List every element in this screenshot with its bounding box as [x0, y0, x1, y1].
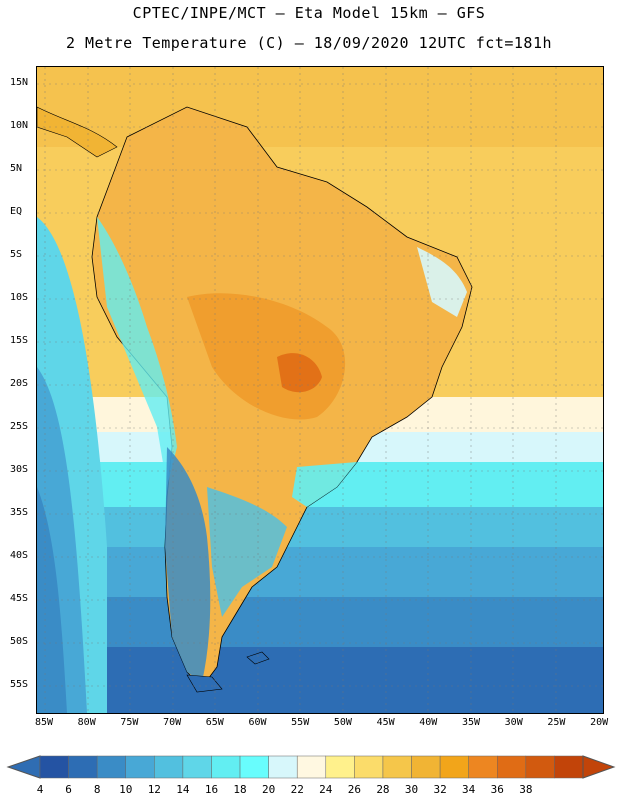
lon-label: 25W [547, 717, 566, 728]
lon-label: 30W [504, 717, 523, 728]
colorbar-tick-label: 38 [519, 783, 533, 796]
colorbar-tick-label: 4 [36, 783, 44, 796]
temperature-map [36, 66, 604, 714]
lat-label: 25S [10, 421, 29, 432]
lat-label: 10N [10, 120, 29, 131]
colorbar-swatch [125, 755, 155, 779]
lat-label: 35S [10, 507, 29, 518]
lat-label: EQ [10, 206, 23, 217]
colorbar-swatch [411, 755, 441, 779]
colorbar-tick-label: 12 [147, 783, 161, 796]
lat-label: 5N [10, 163, 23, 174]
colorbar-swatch [525, 755, 555, 779]
colorbar-swatch [554, 755, 584, 779]
lon-label: 55W [291, 717, 310, 728]
colorbar-swatch [296, 755, 327, 779]
lat-label: 15S [10, 335, 29, 346]
colorbar-tick-label: 6 [65, 783, 72, 796]
lon-label: 70W [163, 717, 182, 728]
colorbar-tick-label: 22 [290, 783, 304, 796]
chart-title-line-2: 2 Metre Temperature (C) – 18/09/2020 12U… [65, 34, 553, 52]
lat-label: 55S [10, 679, 29, 690]
colorbar-swatch [268, 755, 298, 779]
lon-label: 50W [333, 717, 352, 728]
colorbar-over-arrow [582, 755, 616, 779]
colorbar-tick-label: 28 [376, 783, 390, 796]
lon-label: 85W [34, 717, 54, 728]
colorbar-tick-label: 26 [347, 783, 361, 796]
lon-label: 45W [376, 717, 395, 728]
colorbar-tick-label: 16 [204, 783, 219, 796]
colorbar [6, 755, 616, 779]
colorbar-swatch [211, 755, 241, 779]
colorbar-tick-label: 20 [262, 783, 276, 796]
colorbar-swatch [96, 755, 126, 779]
map-canvas [37, 67, 603, 713]
colorbar-swatch [39, 755, 69, 779]
lon-label: 80W [77, 717, 96, 728]
lat-label: 20S [10, 378, 29, 389]
colorbar-swatch [239, 755, 269, 779]
colorbar-tick-label: 18 [233, 783, 247, 796]
colorbar-swatch [325, 755, 355, 779]
colorbar-swatch [439, 755, 469, 779]
colorbar-swatch [182, 755, 212, 779]
lon-label: 75W [120, 717, 139, 728]
colorbar-swatch [382, 755, 412, 779]
colorbar-swatch [468, 755, 498, 779]
lat-label: 5S [10, 249, 23, 260]
colorbar-swatch [154, 755, 184, 779]
lat-label: 45S [10, 593, 29, 604]
colorbar-under-arrow [6, 755, 41, 779]
colorbar-tick-label: 34 [462, 783, 476, 796]
lon-label: 40W [419, 717, 438, 728]
lat-label: 50S [10, 636, 29, 647]
colorbar-swatch [354, 755, 384, 779]
lon-label: 35W [461, 717, 481, 728]
lat-label: 30S [10, 464, 29, 475]
colorbar-tick-label: 30 [404, 783, 419, 796]
lon-label: 60W [248, 717, 267, 728]
lat-label: 40S [10, 550, 29, 561]
colorbar-tick-label: 24 [319, 783, 333, 796]
lat-label: 10S [10, 292, 29, 303]
colorbar-swatch [497, 755, 527, 779]
lon-label: 20W [590, 717, 609, 728]
colorbar-tick-label: 32 [433, 783, 447, 796]
colorbar-swatch [68, 755, 98, 779]
lon-label: 65W [205, 717, 224, 728]
chart-title-line-1: CPTEC/INPE/MCT – Eta Model 15km – GFS [132, 4, 486, 22]
colorbar-tick-label: 10 [119, 783, 133, 796]
colorbar-tick-label: 14 [176, 783, 190, 796]
colorbar-tick-label: 8 [93, 783, 101, 796]
colorbar-tick-label: 36 [490, 783, 504, 796]
lat-label: 15N [10, 77, 29, 88]
